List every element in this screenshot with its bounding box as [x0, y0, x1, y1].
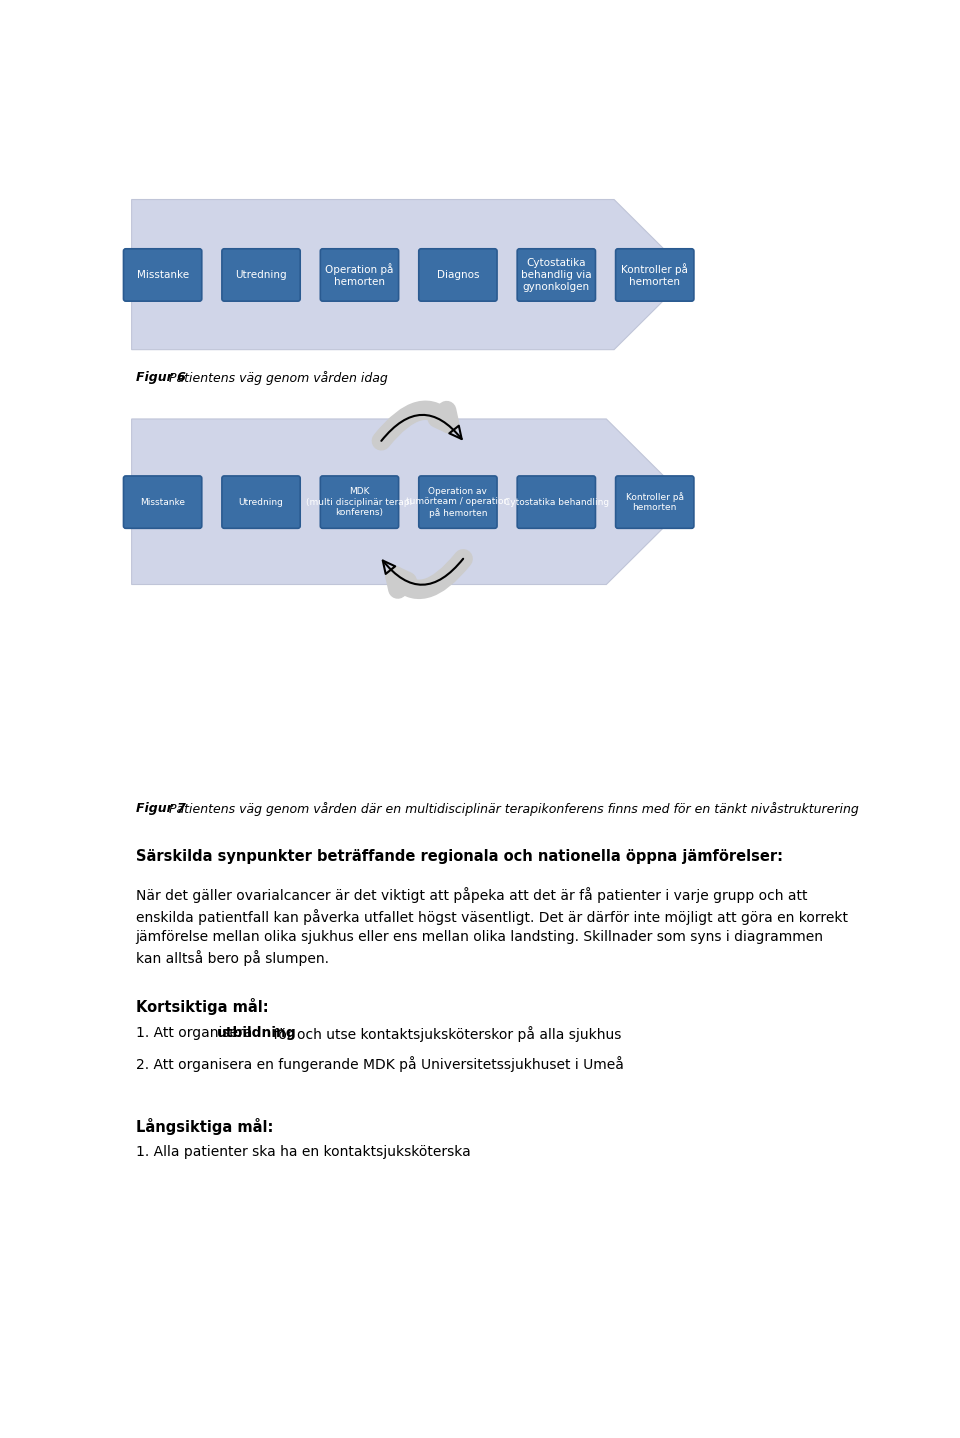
- FancyBboxPatch shape: [222, 476, 300, 528]
- Text: Operation av
tumörteam / operation
på hemorten: Operation av tumörteam / operation på he…: [406, 486, 510, 518]
- Text: 1. Att organisera: 1. Att organisera: [135, 1025, 256, 1040]
- Text: Kortsiktiga mål:: Kortsiktiga mål:: [135, 998, 268, 1015]
- Text: Operation på
hemorten: Operation på hemorten: [325, 263, 394, 286]
- FancyArrowPatch shape: [395, 559, 463, 590]
- Text: Misstanke: Misstanke: [136, 270, 189, 280]
- FancyBboxPatch shape: [419, 249, 497, 301]
- Text: Figur 6: Figur 6: [135, 371, 185, 384]
- Text: Cytostatika
behandlig via
gynonkolgen: Cytostatika behandlig via gynonkolgen: [521, 259, 591, 292]
- FancyBboxPatch shape: [124, 249, 202, 301]
- Text: Figur 7: Figur 7: [135, 802, 185, 815]
- FancyBboxPatch shape: [222, 249, 300, 301]
- Text: Utredning: Utredning: [235, 270, 287, 280]
- FancyBboxPatch shape: [321, 476, 398, 528]
- Text: Utredning: Utredning: [239, 498, 283, 506]
- Text: När det gäller ovarialcancer är det viktigt att påpeka att det är få patienter i: När det gäller ovarialcancer är det vikt…: [135, 887, 848, 965]
- FancyBboxPatch shape: [124, 476, 202, 528]
- Text: Diagnos: Diagnos: [437, 270, 479, 280]
- Text: Misstanke: Misstanke: [140, 498, 185, 506]
- Text: Särskilda synpunkter beträffande regionala och nationella öppna jämförelser:: Särskilda synpunkter beträffande regiona…: [135, 848, 782, 864]
- Text: MDK
(multi disciplinär terapi
konferens): MDK (multi disciplinär terapi konferens): [306, 487, 413, 518]
- FancyBboxPatch shape: [419, 476, 497, 528]
- Text: Patientens väg genom vården där en multidisciplinär terapikonferens finns med fö: Patientens väg genom vården där en multi…: [165, 802, 858, 817]
- FancyArrowPatch shape: [381, 410, 449, 441]
- FancyBboxPatch shape: [615, 476, 694, 528]
- FancyBboxPatch shape: [321, 249, 398, 301]
- Text: Kontroller på
hemorten: Kontroller på hemorten: [621, 263, 688, 286]
- Text: utbildning: utbildning: [216, 1025, 296, 1040]
- Text: Patientens väg genom vården idag: Patientens väg genom vården idag: [165, 371, 388, 385]
- Text: Långsiktiga mål:: Långsiktiga mål:: [135, 1119, 273, 1135]
- Text: 2. Att organisera en fungerande MDK på Universitetssjukhuset i Umeå: 2. Att organisera en fungerande MDK på U…: [135, 1057, 623, 1073]
- FancyBboxPatch shape: [615, 249, 694, 301]
- FancyBboxPatch shape: [517, 476, 595, 528]
- Text: 1. Alla patienter ska ha en kontaktsjuksköterska: 1. Alla patienter ska ha en kontaktsjuks…: [135, 1145, 470, 1159]
- Text: Cytostatika behandling: Cytostatika behandling: [504, 498, 609, 506]
- Text: Kontroller på
hemorten: Kontroller på hemorten: [626, 492, 684, 512]
- Text: för och utse kontaktsjuksköterskor på alla sjukhus: för och utse kontaktsjuksköterskor på al…: [269, 1025, 621, 1041]
- FancyBboxPatch shape: [517, 249, 595, 301]
- Polygon shape: [132, 418, 689, 584]
- Polygon shape: [132, 200, 689, 349]
